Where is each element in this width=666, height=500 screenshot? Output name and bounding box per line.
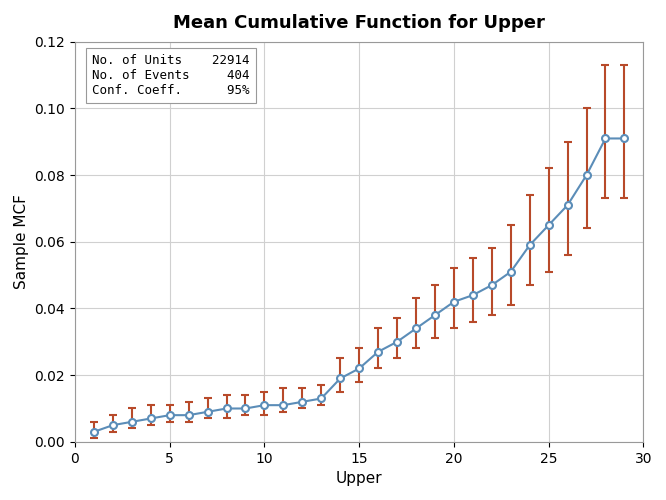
- X-axis label: Upper: Upper: [336, 471, 382, 486]
- Title: Mean Cumulative Function for Upper: Mean Cumulative Function for Upper: [173, 14, 545, 32]
- Y-axis label: Sample MCF: Sample MCF: [14, 194, 29, 289]
- Text: No. of Units    22914
No. of Events     404
Conf. Coeff.      95%: No. of Units 22914 No. of Events 404 Con…: [92, 54, 250, 97]
